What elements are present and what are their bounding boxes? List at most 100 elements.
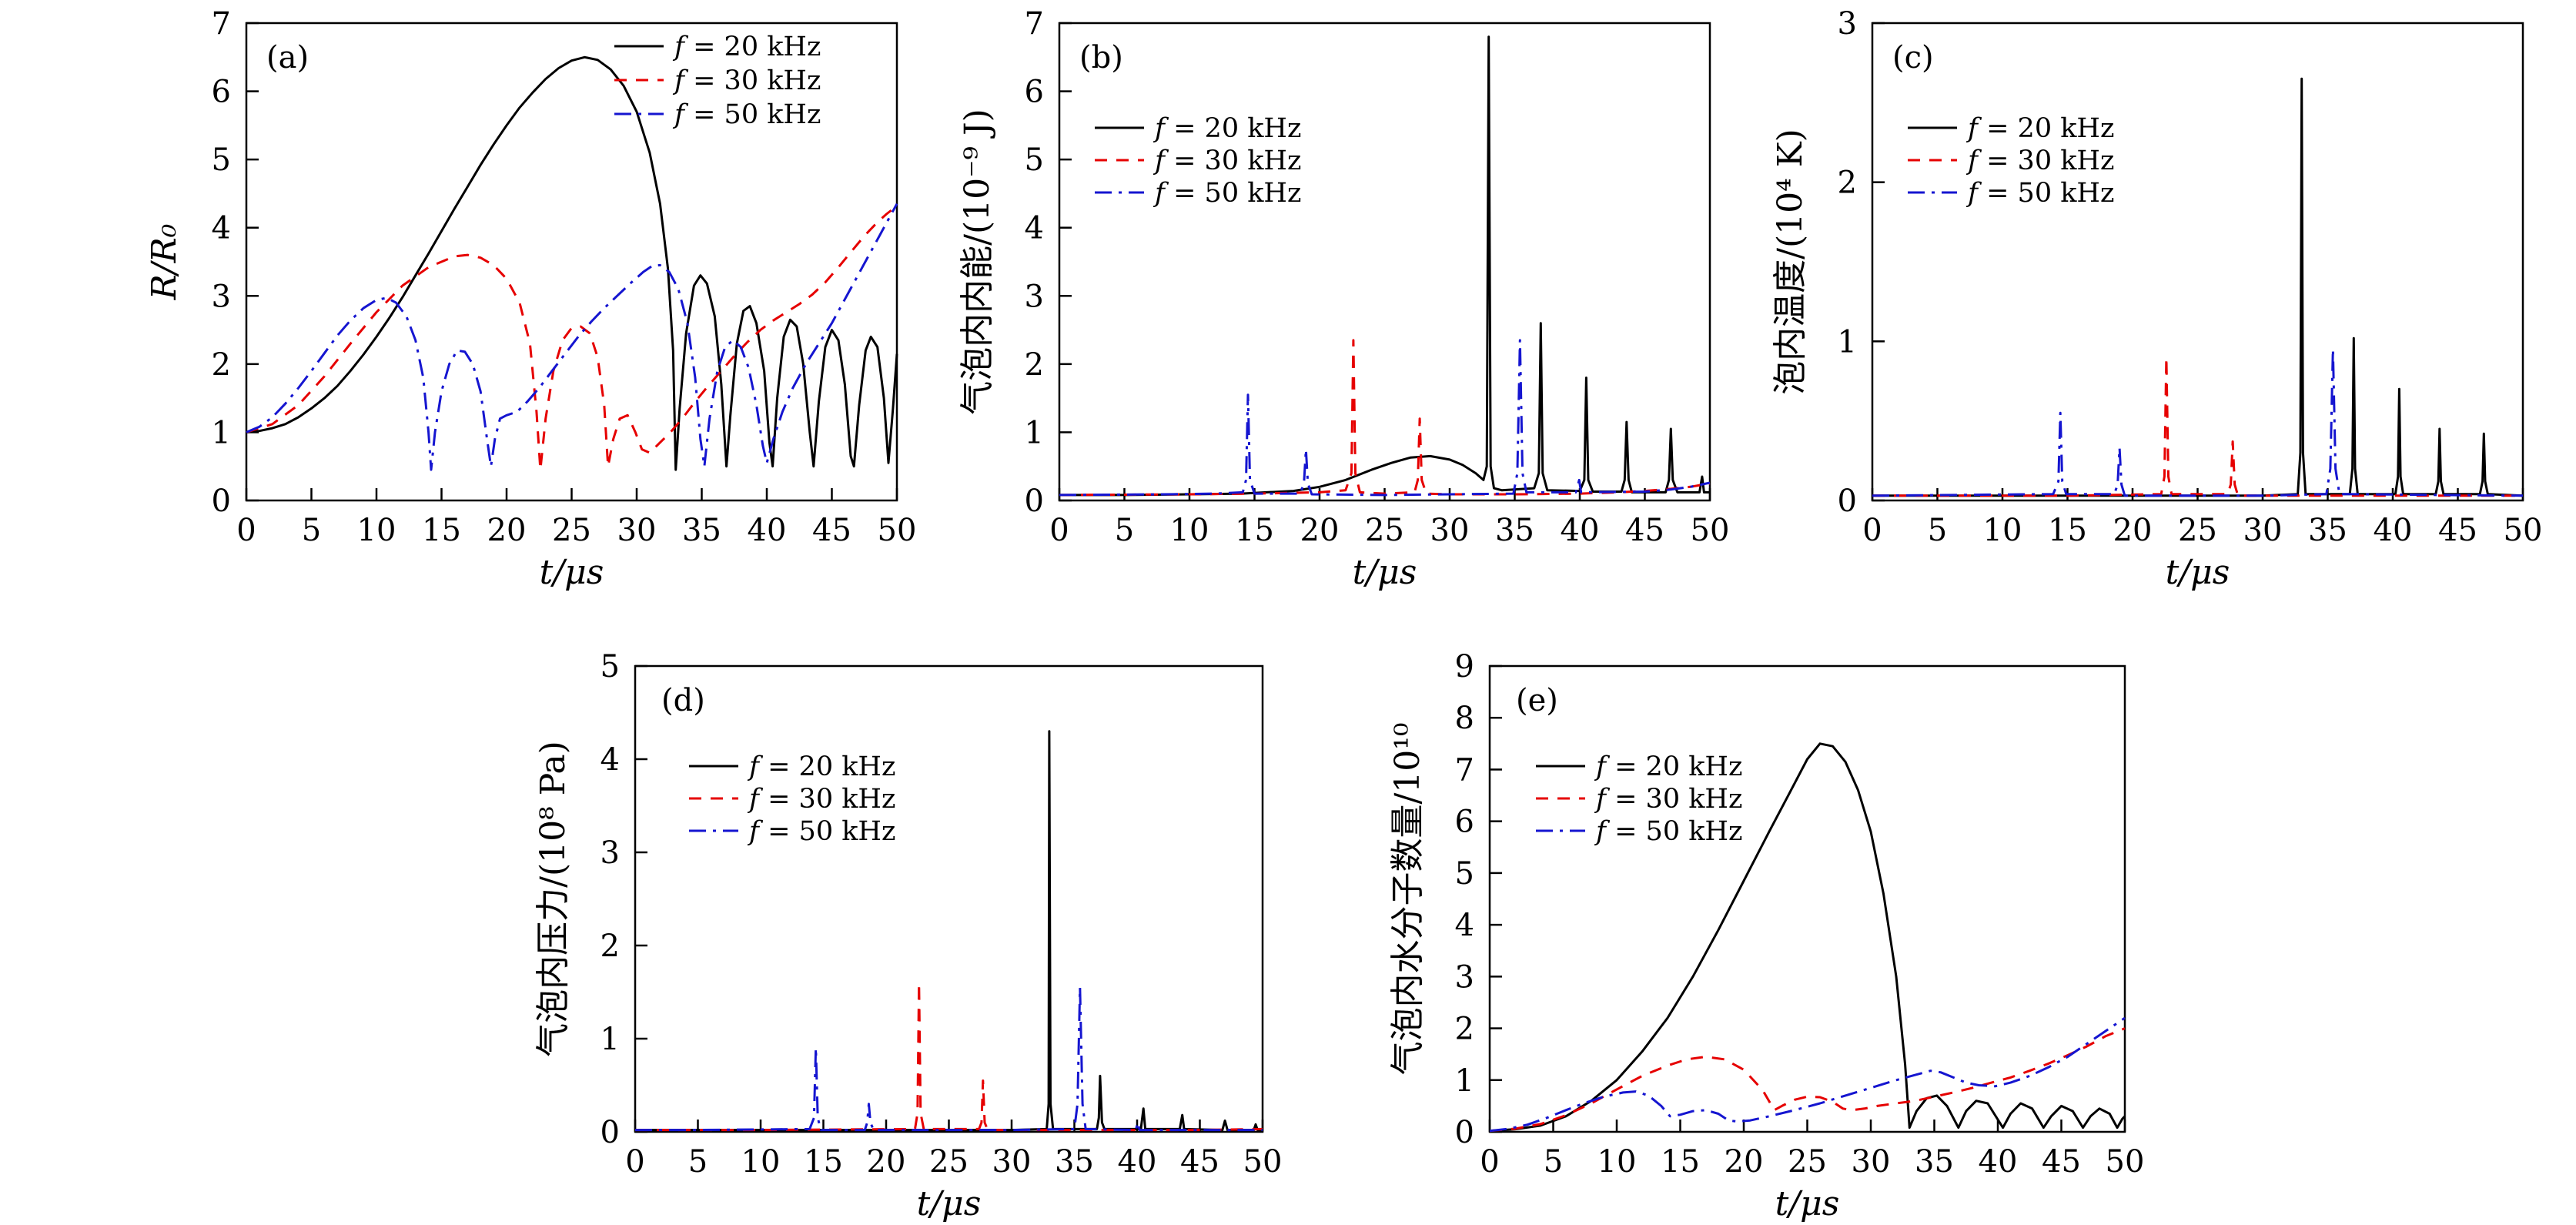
y-tick-label: 7: [1025, 6, 1044, 42]
x-axis-label-d: t/μs: [917, 1184, 982, 1223]
x-tick-label: 25: [929, 1144, 969, 1180]
x-tick-label: 30: [1852, 1144, 1891, 1180]
y-tick-label: 0: [601, 1115, 620, 1150]
x-tick-label: 15: [804, 1144, 843, 1180]
x-tick-label: 45: [812, 513, 851, 548]
legend-label-20kHz: f = 20 kHz: [672, 32, 821, 62]
y-tick-label: 7: [1455, 752, 1474, 788]
panel-label-b: (b): [1079, 40, 1123, 75]
y-tick-label: 8: [1455, 701, 1474, 736]
panel-label-e: (e): [1516, 683, 1558, 718]
legend-label-20kHz: f = 20 kHz: [1594, 751, 1742, 782]
legend-label-50kHz: f = 50 kHz: [1965, 178, 2114, 209]
series-c-20kHz: [1872, 77, 2524, 497]
y-tick-label: 2: [601, 929, 620, 964]
x-tick-label: 45: [2042, 1144, 2081, 1180]
x-tick-label: 10: [357, 513, 396, 548]
y-axis-label-b: 气泡内内能/(10⁻⁹ J): [958, 109, 997, 415]
y-tick-label: 1: [601, 1022, 620, 1057]
x-tick-label: 25: [1788, 1144, 1827, 1180]
series-d-50kHz: [635, 986, 1263, 1132]
x-tick-label: 50: [2504, 513, 2543, 548]
x-axis-label-c: t/μs: [2166, 553, 2230, 592]
chart-b: 0 5 10 15 20 25 30 35 40 45 5001234567t/μs气泡内内能/(1…: [958, 6, 1729, 592]
series-b-20kHz: [1059, 35, 1710, 497]
x-tick-label: 30: [617, 513, 657, 548]
x-tick-label: 40: [1561, 513, 1600, 548]
y-tick-label: 1: [212, 415, 231, 450]
x-tick-label: 25: [552, 513, 591, 548]
x-tick-label: 45: [1625, 513, 1664, 548]
legend-label-30kHz: f = 30 kHz: [747, 784, 895, 815]
x-tick-label: 25: [2178, 513, 2217, 548]
y-tick-label: 3: [1455, 959, 1474, 995]
series-e-50kHz: [1489, 1016, 2126, 1133]
legend-label-50kHz: f = 50 kHz: [1153, 178, 1301, 209]
chart-c: 0 5 10 15 20 25 30 35 40 45 50 0 1 2 3 t/μs 泡内温度/(10⁴ K)…: [1771, 6, 2542, 592]
x-tick-label: 5: [302, 513, 321, 548]
x-tick-label: 40: [1979, 1144, 2018, 1180]
y-tick-label: 2: [1025, 347, 1044, 383]
x-tick-label: 10: [1170, 513, 1209, 548]
y-tick-label: 7: [212, 6, 231, 42]
series-a-20kHz: [246, 55, 898, 471]
x-tick-label: 50: [1243, 1144, 1283, 1180]
y-tick-label: 4: [1455, 908, 1474, 943]
x-tick-label: 30: [992, 1144, 1032, 1180]
series-e-20kHz: [1489, 742, 2126, 1133]
x-tick-label: 20: [867, 1144, 906, 1180]
x-tick-label: 10: [741, 1144, 781, 1180]
legend-label-30kHz: f = 30 kHz: [1965, 146, 2114, 176]
y-tick-label: 3: [601, 835, 620, 871]
series-c-30kHz: [1872, 356, 2523, 497]
series-d-30kHz: [635, 981, 1263, 1132]
legend-label-30kHz: f = 30 kHz: [1594, 784, 1742, 815]
legend-label-50kHz: f = 50 kHz: [747, 816, 895, 847]
series-b-30kHz: [1059, 339, 1711, 497]
series-b-50kHz: [1059, 339, 1711, 497]
legend-label-50kHz: f = 50 kHz: [672, 99, 821, 130]
x-tick-label: 45: [2438, 513, 2477, 548]
y-tick-label: 0: [1455, 1115, 1474, 1150]
plot-frame-b: [1058, 22, 1711, 502]
x-tick-label: 50: [878, 513, 917, 548]
y-tick-label: 2: [212, 347, 231, 383]
x-axis-label-a: t/μs: [540, 553, 604, 592]
y-tick-label: 3: [1025, 279, 1044, 314]
plot-frame-e: [1488, 664, 2126, 1133]
x-tick-label: 40: [2374, 513, 2413, 548]
series-e-30kHz: [1489, 1027, 2126, 1133]
x-tick-label: 35: [682, 513, 721, 548]
y-tick-label: 4: [212, 211, 231, 246]
x-tick-label: 5: [688, 1144, 708, 1180]
x-tick-label: 15: [1661, 1144, 1700, 1180]
legend-label-20kHz: f = 20 kHz: [1965, 113, 2114, 144]
y-tick-label: 5: [1025, 142, 1044, 178]
y-tick-label: 0: [1838, 484, 1857, 519]
x-tick-label: 40: [748, 513, 787, 548]
x-tick-label: 40: [1118, 1144, 1157, 1180]
panel-label-a: (a): [266, 40, 309, 75]
panel-label-c: (c): [1892, 40, 1934, 75]
x-tick-label: 0: [625, 1144, 644, 1180]
y-tick-label: 9: [1455, 649, 1474, 684]
x-tick-label: 30: [1430, 513, 1470, 548]
legend-label-50kHz: f = 50 kHz: [1594, 816, 1742, 847]
x-tick-label: 35: [1055, 1144, 1094, 1180]
x-tick-label: 5: [1928, 513, 1947, 548]
x-tick-label: 50: [1691, 513, 1730, 548]
y-tick-label: 4: [601, 742, 620, 778]
y-tick-label: 0: [1025, 484, 1044, 519]
legend-label-20kHz: f = 20 kHz: [747, 751, 895, 782]
series-d-20kHz: [635, 730, 1263, 1132]
x-tick-label: 5: [1115, 513, 1134, 548]
x-tick-label: 30: [2243, 513, 2283, 548]
x-tick-label: 0: [236, 513, 256, 548]
chart-e: 0 5 10 15 20 25 30 35 40 45 500123456789t/μs气泡内水分子…: [1388, 649, 2144, 1223]
x-tick-label: 35: [1495, 513, 1534, 548]
legend-label-20kHz: f = 20 kHz: [1153, 113, 1301, 144]
y-axis-label-e: 气泡内水分子数量/10¹⁰: [1388, 722, 1427, 1075]
y-tick-label: 5: [601, 649, 620, 684]
series-a-30kHz: [246, 205, 898, 471]
